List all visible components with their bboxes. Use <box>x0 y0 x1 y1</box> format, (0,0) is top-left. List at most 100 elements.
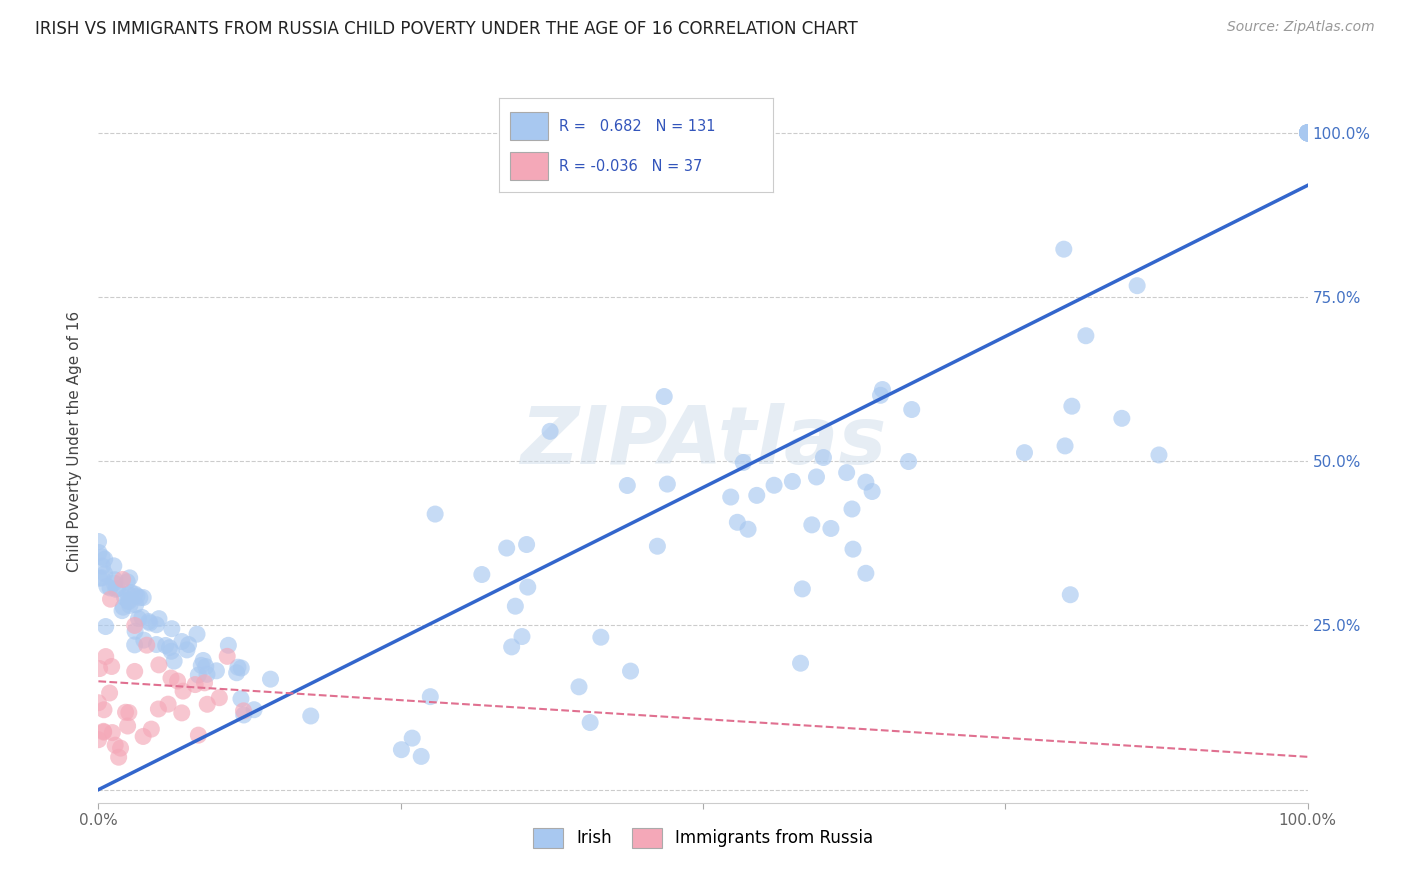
Point <box>111 573 134 587</box>
Point <box>745 488 768 502</box>
Point <box>145 638 167 652</box>
Point <box>842 542 865 557</box>
Point <box>232 704 254 718</box>
Point <box>98 581 121 595</box>
Point <box>148 702 170 716</box>
Point <box>131 610 153 624</box>
Point <box>155 639 177 653</box>
Point <box>96 579 118 593</box>
Text: Source: ZipAtlas.com: Source: ZipAtlas.com <box>1227 20 1375 34</box>
Point <box>299 709 322 723</box>
Point <box>1074 328 1097 343</box>
Point <box>652 390 675 404</box>
Point <box>243 703 266 717</box>
Point <box>124 587 146 601</box>
Point <box>170 634 193 648</box>
Point <box>1296 126 1319 140</box>
Point <box>100 659 122 673</box>
Point <box>118 599 141 613</box>
Point <box>87 534 110 549</box>
Point <box>87 732 110 747</box>
Point <box>1060 399 1083 413</box>
Point <box>900 402 922 417</box>
Point <box>217 649 239 664</box>
Point <box>657 477 679 491</box>
Point <box>93 552 115 566</box>
Point <box>125 589 148 603</box>
Legend: Irish, Immigrants from Russia: Irish, Immigrants from Russia <box>524 820 882 856</box>
Point <box>1296 126 1319 140</box>
Point <box>89 662 111 676</box>
Point <box>720 490 742 504</box>
Point <box>170 706 193 720</box>
Point <box>159 640 181 655</box>
Point <box>104 582 127 597</box>
Point <box>117 719 139 733</box>
Point <box>510 630 533 644</box>
Point <box>91 549 114 564</box>
Point <box>128 591 150 605</box>
Point <box>124 638 146 652</box>
Point <box>160 644 183 658</box>
Point <box>1147 448 1170 462</box>
Point <box>1053 242 1076 256</box>
Point <box>232 708 254 723</box>
Point <box>419 690 441 704</box>
Point <box>1296 126 1319 140</box>
Point <box>176 643 198 657</box>
Point <box>112 600 135 615</box>
Point <box>411 749 433 764</box>
Point <box>103 575 125 590</box>
Point <box>187 728 209 742</box>
Point <box>647 539 669 553</box>
Point <box>98 686 121 700</box>
Point <box>568 680 591 694</box>
Text: R = -0.036   N = 37: R = -0.036 N = 37 <box>560 159 703 174</box>
Point <box>195 698 218 712</box>
Point <box>579 715 602 730</box>
Point <box>91 559 114 574</box>
Point <box>516 537 538 551</box>
Point <box>782 475 804 489</box>
Point <box>820 521 842 535</box>
Point <box>135 638 157 652</box>
Point <box>172 684 194 698</box>
Point <box>226 660 249 674</box>
Point <box>187 668 209 682</box>
Point <box>160 622 183 636</box>
Point <box>1054 439 1077 453</box>
Point <box>897 454 920 468</box>
Point <box>100 592 122 607</box>
Point <box>141 722 163 736</box>
Point <box>1296 126 1319 140</box>
Point <box>792 582 814 596</box>
Point <box>589 630 612 644</box>
Point <box>115 574 138 589</box>
Point <box>103 558 125 573</box>
Point <box>107 582 129 596</box>
Point <box>94 649 117 664</box>
Point <box>101 725 124 739</box>
Point <box>1296 126 1319 140</box>
Point <box>1296 126 1319 140</box>
Point <box>110 741 132 756</box>
Point <box>104 738 127 752</box>
Point <box>855 475 877 490</box>
Point <box>471 567 494 582</box>
Point <box>725 516 748 530</box>
FancyBboxPatch shape <box>510 112 548 140</box>
Point <box>193 676 215 690</box>
Text: R =   0.682   N = 131: R = 0.682 N = 131 <box>560 119 716 134</box>
Point <box>217 638 239 652</box>
Point <box>124 624 146 639</box>
Y-axis label: Child Poverty Under the Age of 16: Child Poverty Under the Age of 16 <box>67 311 83 572</box>
Point <box>616 478 638 492</box>
Point <box>401 731 423 745</box>
Point <box>104 573 127 587</box>
Point <box>177 638 200 652</box>
Point <box>389 742 412 756</box>
Point <box>117 593 139 607</box>
Point <box>139 615 162 630</box>
Point <box>1059 588 1081 602</box>
Point <box>114 706 136 720</box>
